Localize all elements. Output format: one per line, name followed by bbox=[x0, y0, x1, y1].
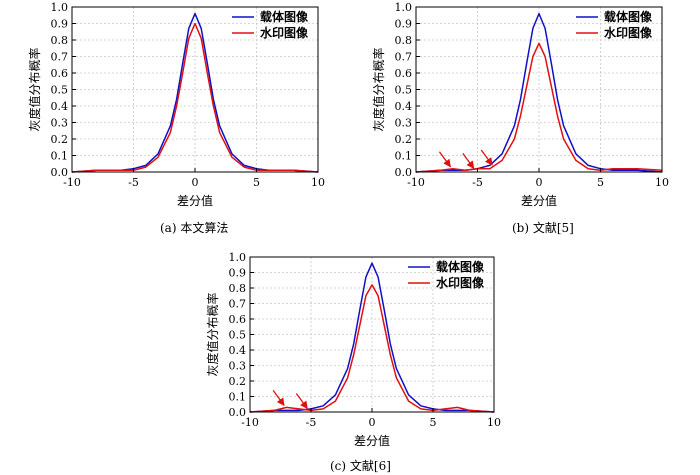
annotation-arrow bbox=[462, 152, 475, 169]
y-tick-label: 0.4 bbox=[229, 344, 247, 357]
y-tick-label: 0.8 bbox=[229, 282, 247, 295]
series-line-1 bbox=[71, 12, 319, 173]
x-tick-label: 10 bbox=[655, 176, 669, 189]
chart-panel-b: -10 -5 0 5 10 0.0 0.1 0.2 0.3 0.4 0.5 0.6 0.7 0.8 0.9 1… bbox=[371, 1, 669, 208]
y-tick-label: 0.7 bbox=[229, 298, 247, 311]
caption-a: (a) 本文算法 bbox=[160, 221, 229, 235]
y-tick-label: 1.0 bbox=[229, 251, 247, 264]
y-tick-label: 0.1 bbox=[395, 150, 413, 163]
y-tick-label: 0.3 bbox=[229, 360, 247, 373]
y-tick-label: 0.7 bbox=[51, 51, 69, 64]
y-axis-label: 灰度值分布概率 bbox=[27, 47, 42, 131]
x-tick-label: -5 bbox=[472, 176, 483, 189]
chart-panel-c: -10 -5 0 5 10 0.0 0.1 0.2 0.3 0.4 0.5 0.6 0.7 0.8 0.9 1… bbox=[205, 251, 501, 448]
legend-label-1: 载体图像 bbox=[604, 9, 653, 24]
x-tick-label: 0 bbox=[369, 416, 376, 429]
x-tick-label: -5 bbox=[128, 176, 139, 189]
annotation-arrow bbox=[272, 389, 285, 406]
y-tick-label: 0.3 bbox=[395, 117, 413, 130]
y-tick-label: 0.1 bbox=[229, 391, 247, 404]
y-tick-label: 0.5 bbox=[51, 84, 69, 97]
y-tick-label: 0.8 bbox=[51, 34, 69, 47]
y-tick-label: 0.6 bbox=[229, 313, 247, 326]
series-line-2 bbox=[71, 22, 319, 173]
legend-label-2: 水印图像 bbox=[260, 25, 309, 40]
caption-c: (c) 文献[6] bbox=[330, 459, 391, 473]
x-tick-label: -10 bbox=[407, 176, 425, 189]
x-tick-label: -10 bbox=[63, 176, 81, 189]
x-tick-label: 0 bbox=[536, 176, 543, 189]
x-tick-label: 10 bbox=[487, 416, 501, 429]
y-tick-label: 0.6 bbox=[395, 67, 413, 80]
x-tick-label: 5 bbox=[253, 176, 260, 189]
y-tick-label: 0.7 bbox=[395, 51, 413, 64]
y-tick-label: 0.0 bbox=[229, 406, 247, 419]
y-tick-label: 0.5 bbox=[395, 84, 413, 97]
series-line-1 bbox=[249, 262, 495, 413]
y-tick-label: 1.0 bbox=[51, 1, 69, 14]
annotation-arrow bbox=[480, 149, 493, 166]
legend-label-1: 载体图像 bbox=[260, 9, 309, 24]
x-tick-label: -10 bbox=[241, 416, 259, 429]
annotation-arrow bbox=[438, 151, 451, 168]
chart-panel-a: -10 -5 0 5 10 0.0 0.1 0.2 0.3 0.4 0.5 0.6 0.7 0.8 0.9 1… bbox=[27, 1, 325, 208]
y-tick-label: 0.2 bbox=[395, 133, 413, 146]
legend-label-2: 水印图像 bbox=[436, 275, 485, 290]
y-tick-label: 0.2 bbox=[51, 133, 69, 146]
x-tick-label: 5 bbox=[430, 416, 437, 429]
y-tick-label: 0.0 bbox=[51, 166, 69, 179]
y-tick-label: 0.9 bbox=[51, 18, 69, 31]
y-tick-label: 0.6 bbox=[51, 67, 69, 80]
x-tick-label: 5 bbox=[597, 176, 604, 189]
x-tick-label: 10 bbox=[311, 176, 325, 189]
caption-b: (b) 文献[5] bbox=[512, 221, 574, 235]
legend-label-1: 载体图像 bbox=[436, 259, 485, 274]
y-tick-label: 0.9 bbox=[395, 18, 413, 31]
x-axis-label: 差分值 bbox=[521, 193, 557, 208]
x-axis-label: 差分值 bbox=[177, 193, 213, 208]
y-tick-label: 0.2 bbox=[229, 375, 247, 388]
series-line-2 bbox=[249, 284, 495, 413]
y-tick-label: 0.8 bbox=[395, 34, 413, 47]
series-line-2 bbox=[415, 42, 663, 173]
legend-label-2: 水印图像 bbox=[604, 25, 653, 40]
y-tick-label: 0.1 bbox=[51, 150, 69, 163]
y-tick-label: 0.3 bbox=[51, 117, 69, 130]
y-tick-label: 0.9 bbox=[229, 267, 247, 280]
series-line-1 bbox=[415, 12, 663, 173]
y-tick-label: 0.4 bbox=[51, 100, 69, 113]
y-axis-label: 灰度值分布概率 bbox=[371, 47, 386, 131]
y-tick-label: 0.0 bbox=[395, 166, 413, 179]
y-tick-label: 1.0 bbox=[395, 1, 413, 14]
x-axis-label: 差分值 bbox=[354, 433, 390, 448]
y-axis-label: 灰度值分布概率 bbox=[205, 292, 220, 376]
y-tick-label: 0.4 bbox=[395, 100, 413, 113]
y-tick-label: 0.5 bbox=[229, 329, 247, 342]
x-tick-label: -5 bbox=[306, 416, 317, 429]
x-tick-label: 0 bbox=[192, 176, 199, 189]
annotation-arrow bbox=[295, 393, 308, 410]
